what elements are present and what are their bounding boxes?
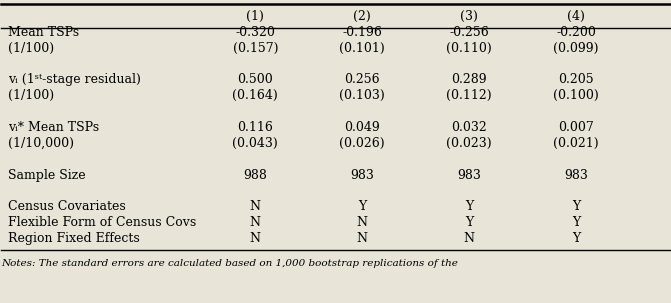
Text: Y: Y xyxy=(465,201,473,214)
Text: (2): (2) xyxy=(354,10,371,23)
Text: -0.256: -0.256 xyxy=(450,26,489,39)
Text: 988: 988 xyxy=(244,169,267,182)
Text: (1/100): (1/100) xyxy=(8,42,54,55)
Text: Y: Y xyxy=(465,216,473,229)
Text: (4): (4) xyxy=(567,10,585,23)
Text: N: N xyxy=(357,216,368,229)
Text: N: N xyxy=(250,201,261,214)
Text: Y: Y xyxy=(572,216,580,229)
Text: Sample Size: Sample Size xyxy=(8,169,86,182)
Text: N: N xyxy=(357,232,368,245)
Text: (3): (3) xyxy=(460,10,478,23)
Text: (0.110): (0.110) xyxy=(446,42,492,55)
Text: N: N xyxy=(250,232,261,245)
Text: Notes: The standard errors are calculated based on 1,000 bootstrap replications : Notes: The standard errors are calculate… xyxy=(1,259,458,268)
Text: Y: Y xyxy=(572,232,580,245)
Text: Y: Y xyxy=(358,201,366,214)
Text: Census Covariates: Census Covariates xyxy=(8,201,126,214)
Text: -0.200: -0.200 xyxy=(556,26,596,39)
Text: Region Fixed Effects: Region Fixed Effects xyxy=(8,232,140,245)
Text: 0.032: 0.032 xyxy=(452,121,487,134)
Text: (0.101): (0.101) xyxy=(340,42,385,55)
Text: (0.112): (0.112) xyxy=(446,89,492,102)
Text: N: N xyxy=(464,232,474,245)
Text: 983: 983 xyxy=(564,169,588,182)
Text: vᵢ* Mean TSPs: vᵢ* Mean TSPs xyxy=(8,121,99,134)
Text: (1/100): (1/100) xyxy=(8,89,54,102)
Text: 0.500: 0.500 xyxy=(238,73,273,86)
Text: (0.023): (0.023) xyxy=(446,137,492,150)
Text: -0.196: -0.196 xyxy=(342,26,382,39)
Text: vᵢ (1ˢᵗ-stage residual): vᵢ (1ˢᵗ-stage residual) xyxy=(8,73,141,86)
Text: (0.021): (0.021) xyxy=(554,137,599,150)
Text: 0.289: 0.289 xyxy=(452,73,487,86)
Text: 983: 983 xyxy=(350,169,374,182)
Text: 0.049: 0.049 xyxy=(344,121,380,134)
Text: 0.256: 0.256 xyxy=(344,73,380,86)
Text: (1/10,000): (1/10,000) xyxy=(8,137,74,150)
Text: 983: 983 xyxy=(457,169,481,182)
Text: 0.007: 0.007 xyxy=(558,121,594,134)
Text: (0.099): (0.099) xyxy=(554,42,599,55)
Text: (0.103): (0.103) xyxy=(340,89,385,102)
Text: N: N xyxy=(250,216,261,229)
Text: (0.100): (0.100) xyxy=(553,89,599,102)
Text: Flexible Form of Census Covs: Flexible Form of Census Covs xyxy=(8,216,197,229)
Text: (0.026): (0.026) xyxy=(340,137,385,150)
Text: (0.164): (0.164) xyxy=(232,89,278,102)
Text: (0.043): (0.043) xyxy=(232,137,278,150)
Text: -0.320: -0.320 xyxy=(236,26,275,39)
Text: Mean TSPs: Mean TSPs xyxy=(8,26,79,39)
Text: 0.205: 0.205 xyxy=(558,73,594,86)
Text: (1): (1) xyxy=(246,10,264,23)
Text: (0.157): (0.157) xyxy=(233,42,278,55)
Text: Y: Y xyxy=(572,201,580,214)
Text: 0.116: 0.116 xyxy=(238,121,273,134)
